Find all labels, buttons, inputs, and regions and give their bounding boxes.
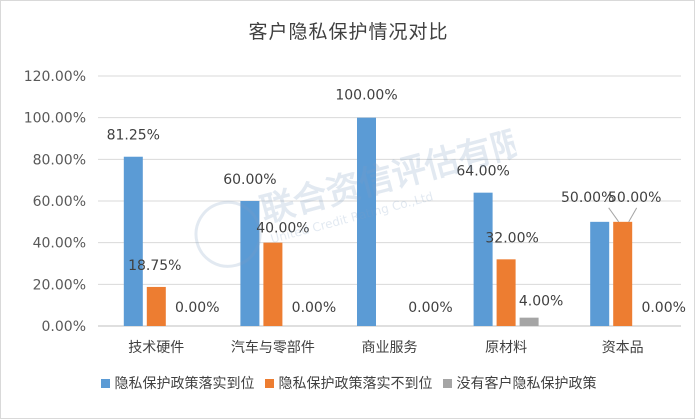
data-label: 50.00% <box>608 190 661 206</box>
data-label: 32.00% <box>485 230 538 246</box>
bar <box>123 156 143 326</box>
data-label: 0.00% <box>408 300 452 316</box>
legend-label: 没有客户隐私保护政策 <box>456 376 597 392</box>
data-label: 50.00% <box>561 190 614 206</box>
leader-line <box>608 207 620 223</box>
y-tick-label: 100.00% <box>24 111 86 127</box>
leader-line <box>628 207 638 223</box>
data-label: 0.00% <box>641 300 685 316</box>
legend-label: 隐私保护政策落实到位 <box>114 376 255 392</box>
legend-item: 隐私保护政策落实不到位 <box>264 373 433 393</box>
bar <box>357 117 376 327</box>
bar <box>263 242 283 326</box>
data-label: 60.00% <box>223 172 276 188</box>
legend-label: 隐私保护政策落实不到位 <box>278 376 433 392</box>
legend-item: 没有客户隐私保护政策 <box>442 373 597 393</box>
bar <box>590 221 610 326</box>
legend-swatch <box>100 378 110 388</box>
data-label: 4.00% <box>519 294 563 310</box>
bar <box>146 286 166 326</box>
data-label: 100.00% <box>335 88 397 104</box>
y-tick-label: 60.00% <box>33 194 86 210</box>
data-label: 0.00% <box>292 300 336 316</box>
y-tick-label: 20.00% <box>33 277 86 293</box>
chart-plot-area: 0.00% 20.00% 40.00% 60.00% 80.00% 100.00% 120.… <box>24 69 686 356</box>
legend-swatch <box>442 378 452 388</box>
y-tick-label: 40.00% <box>33 236 86 252</box>
x-tick-label: 资本品 <box>602 340 644 356</box>
data-label: 81.25% <box>107 128 160 144</box>
y-tick-label: 120.00% <box>24 69 86 85</box>
bar <box>613 221 633 326</box>
x-tick-label: 技术硬件 <box>128 340 184 356</box>
bar <box>240 201 260 326</box>
x-tick-label: 汽车与零部件 <box>231 339 315 356</box>
x-tick-label: 原材料 <box>485 340 527 356</box>
legend-swatch <box>264 378 274 388</box>
chart-title: 客户隐私保护情况对比 <box>248 21 449 43</box>
bar <box>473 192 493 326</box>
data-label: 40.00% <box>256 221 309 237</box>
legend-item: 隐私保护政策落实到位 <box>100 373 255 393</box>
x-tick-label: 商业服务 <box>362 340 418 356</box>
data-label: 0.00% <box>175 300 219 316</box>
y-tick-label: 0.00% <box>42 319 86 335</box>
data-label: 64.00% <box>456 164 509 180</box>
chart-legend: 隐私保护政策落实到位 隐私保护政策落实不到位 没有客户隐私保护政策 <box>1 373 694 393</box>
bar <box>496 259 516 326</box>
data-label: 18.75% <box>128 258 181 274</box>
y-tick-label: 80.00% <box>33 152 86 168</box>
bar <box>519 317 539 326</box>
